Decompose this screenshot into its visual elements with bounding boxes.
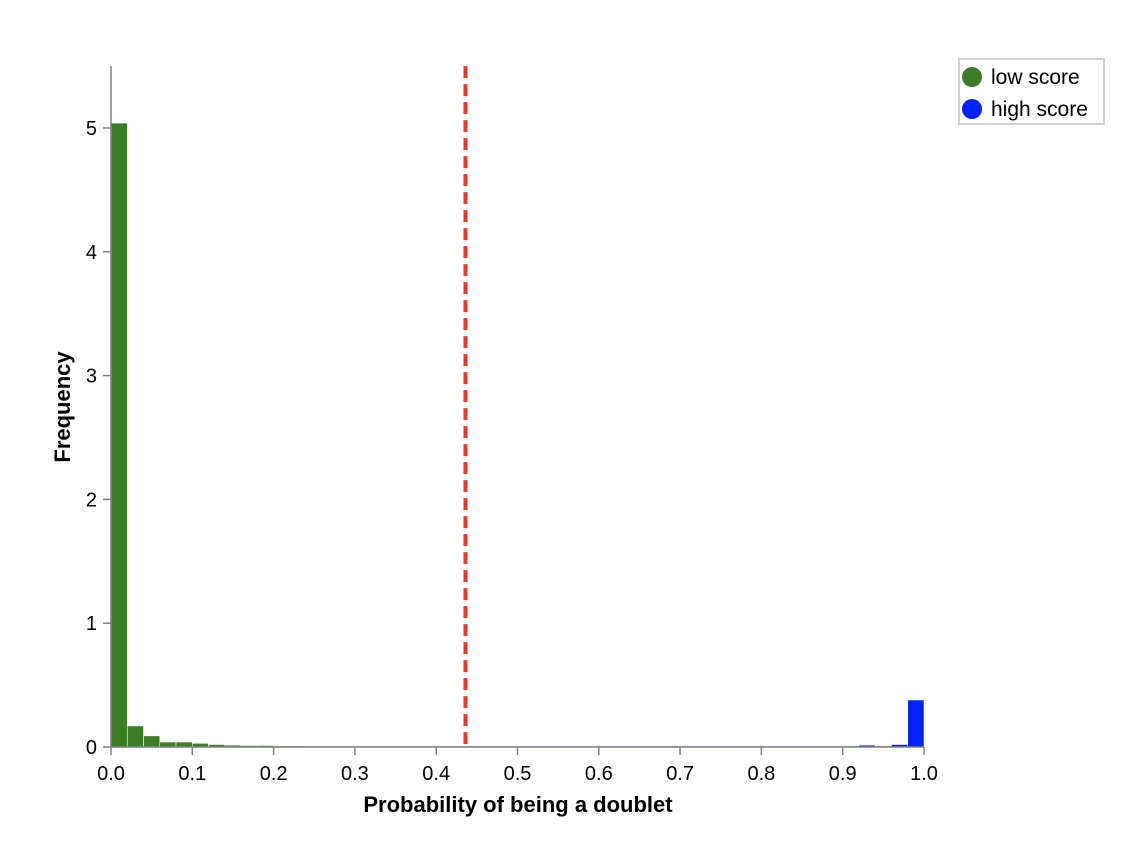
legend-marker-high-score <box>962 99 982 119</box>
x-tick-label: 0.8 <box>747 763 775 785</box>
x-tick-label: 1.0 <box>910 763 938 785</box>
x-tick-label: 0.9 <box>829 763 857 785</box>
y-axis-title: Frequency <box>50 351 75 463</box>
y-tick-label: 1 <box>86 613 97 635</box>
legend-marker-low-score <box>962 67 982 87</box>
histogram-bar <box>143 735 161 748</box>
low-score-bars <box>110 122 470 748</box>
histogram-bar <box>110 122 128 748</box>
x-tick-label: 0.6 <box>585 763 613 785</box>
high-score-bars <box>468 699 925 748</box>
x-tick-label: 0.2 <box>260 763 288 785</box>
histogram-bar <box>126 725 144 748</box>
legend-label-high-score: high score <box>991 98 1088 121</box>
legend: low score high score <box>958 58 1105 125</box>
x-axis: 0.0 0.1 0.2 0.3 0.4 0.5 0.6 0.7 0.8 0.9 1.0 <box>97 746 938 785</box>
x-tick-label: 0.0 <box>97 763 125 785</box>
y-tick-label: 5 <box>86 118 97 140</box>
y-tick-label: 4 <box>86 242 97 264</box>
x-axis-title: Probability of being a doublet <box>363 792 673 817</box>
y-tick-label: 2 <box>86 489 97 511</box>
x-tick-label: 0.7 <box>666 763 694 785</box>
histogram-bar <box>907 699 925 748</box>
legend-box <box>958 58 1105 125</box>
x-tick-label: 0.1 <box>178 763 206 785</box>
x-tick-label: 0.4 <box>422 763 450 785</box>
y-axis: 0 1 2 3 4 5 <box>86 66 112 759</box>
x-tick-label: 0.5 <box>504 763 532 785</box>
legend-label-low-score: low score <box>991 66 1080 89</box>
y-tick-label: 0 <box>86 737 97 759</box>
y-tick-label: 3 <box>86 366 97 388</box>
x-tick-label: 0.3 <box>341 763 369 785</box>
